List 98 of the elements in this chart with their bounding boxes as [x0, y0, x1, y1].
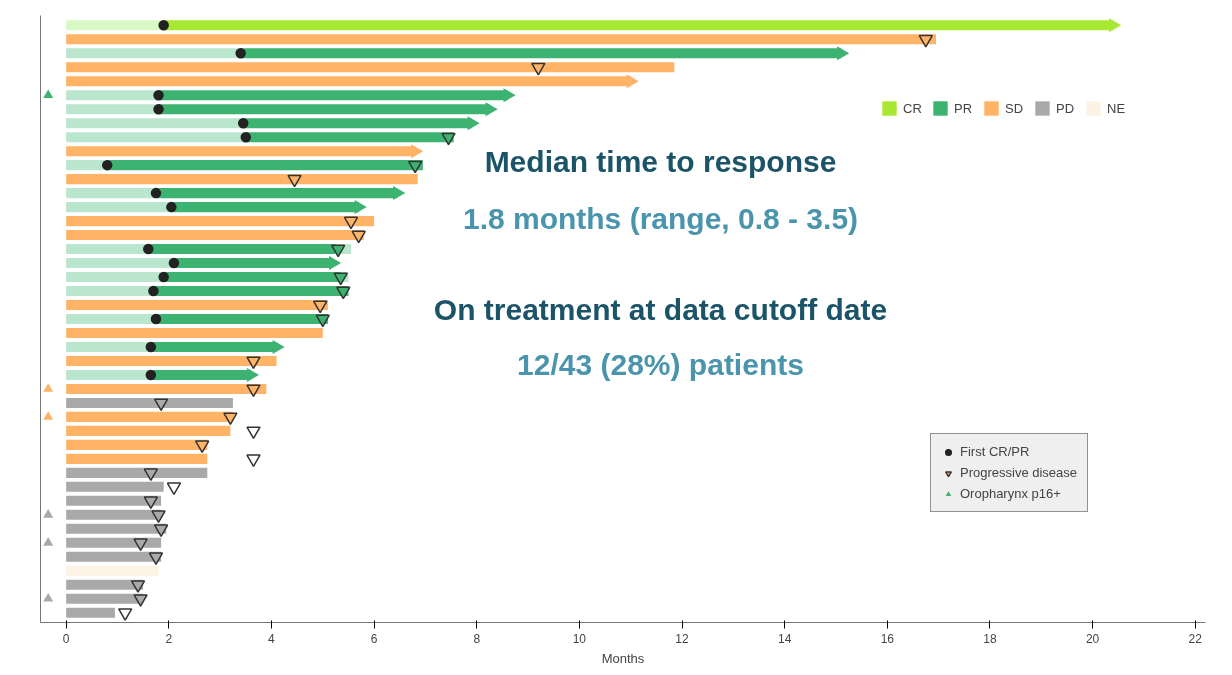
- point: [237, 117, 249, 129]
- point: [117, 608, 133, 621]
- point: [194, 440, 210, 454]
- point: [343, 216, 359, 230]
- point: [158, 20, 169, 31]
- bar: [66, 607, 115, 618]
- bar: [66, 272, 164, 283]
- point: [235, 48, 246, 59]
- bar: [155, 313, 328, 325]
- bar: [66, 327, 323, 339]
- point: [246, 356, 261, 370]
- x-tick-label: 2: [165, 631, 173, 646]
- bar: [66, 565, 159, 576]
- bar: [66, 369, 151, 380]
- x-tick-label: 8: [473, 631, 481, 646]
- annotation: On treatment at data cutoff date: [433, 292, 888, 326]
- point: [328, 256, 342, 271]
- point: [1109, 18, 1122, 33]
- point: [150, 313, 162, 325]
- point: [145, 369, 157, 381]
- bar: [66, 174, 418, 185]
- bar: [66, 355, 277, 366]
- bar: [66, 62, 675, 73]
- point: [531, 62, 546, 76]
- legend-label: NE: [1107, 100, 1127, 116]
- point: [223, 412, 238, 426]
- annotation: 12/43 (28%) patients: [517, 347, 804, 381]
- point: [351, 230, 366, 244]
- annotation: Median time to response: [484, 144, 837, 178]
- point: [837, 46, 850, 61]
- bar: [66, 439, 208, 450]
- bar: [66, 383, 267, 394]
- point: [158, 271, 169, 283]
- legend-label: PR: [954, 100, 974, 116]
- bar: [66, 523, 167, 534]
- x-tick-label: 10: [572, 631, 587, 646]
- bar: [66, 132, 246, 143]
- bar: [66, 258, 174, 269]
- point: [246, 384, 261, 398]
- bar: [66, 20, 164, 31]
- point: [312, 300, 328, 314]
- x-tick-label: 18: [983, 631, 997, 646]
- point: [246, 367, 259, 382]
- bar: [66, 104, 159, 115]
- bar: [66, 202, 172, 213]
- x-tick-label: 14: [777, 631, 792, 646]
- bar: [66, 467, 208, 478]
- point: [150, 187, 162, 199]
- bar: [245, 132, 454, 143]
- bar: [66, 341, 151, 353]
- point: [148, 285, 159, 297]
- point: [143, 243, 154, 255]
- x-tick-label: 16: [880, 631, 895, 646]
- legend-label: Progressive disease: [960, 465, 1078, 480]
- bar: [66, 216, 375, 227]
- bar: [66, 48, 241, 59]
- point: [153, 103, 164, 115]
- point: [168, 257, 180, 269]
- legend-label: Oropharynx p16+: [960, 486, 1061, 501]
- x-tick-label: 6: [370, 631, 378, 646]
- annotation: 1.8 months (range, 0.8 - 3.5): [462, 201, 859, 235]
- point: [354, 200, 367, 215]
- bar: [66, 90, 159, 101]
- bar: [66, 118, 244, 129]
- bar: [66, 397, 233, 408]
- bar: [66, 313, 156, 325]
- legend-label: PD: [1056, 100, 1076, 116]
- x-tick-label: 4: [268, 631, 276, 646]
- x-tick-label: 22: [1188, 631, 1203, 646]
- point: [503, 88, 516, 103]
- point: [272, 339, 285, 354]
- point: [153, 89, 164, 101]
- legend-label: First CR/PR: [960, 444, 1030, 459]
- x-tick-label: 12: [675, 631, 690, 646]
- point: [918, 34, 934, 48]
- x-axis-title: Months: [601, 650, 645, 666]
- bar: [66, 244, 149, 255]
- x-tick-label: 20: [1085, 631, 1100, 646]
- point: [246, 426, 261, 440]
- bar: [66, 299, 328, 311]
- legend-label: CR: [903, 100, 923, 116]
- bar: [66, 285, 154, 297]
- point: [101, 159, 113, 171]
- point: [467, 116, 480, 131]
- bar: [107, 160, 423, 171]
- point: [145, 341, 157, 353]
- point: [240, 131, 252, 143]
- point: [287, 174, 302, 188]
- bar: [66, 34, 937, 45]
- point: [246, 454, 261, 468]
- bar: [66, 425, 231, 436]
- legend-label: SD: [1005, 100, 1025, 116]
- point: [393, 186, 406, 201]
- point: [166, 201, 177, 213]
- point: [485, 102, 498, 117]
- point: [166, 482, 182, 496]
- x-tick-label: 0: [62, 631, 70, 646]
- bar: [66, 188, 156, 199]
